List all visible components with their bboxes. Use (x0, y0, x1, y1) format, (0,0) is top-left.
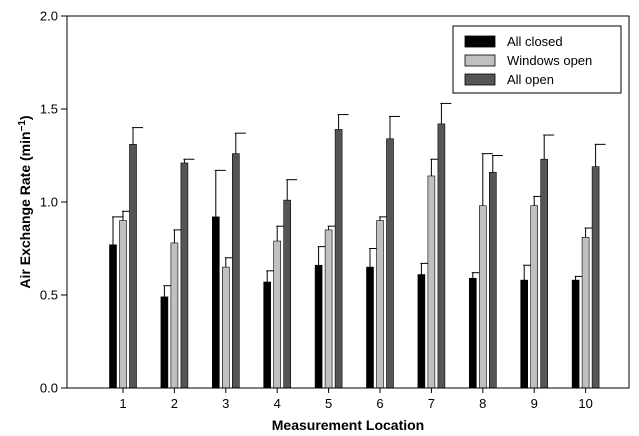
y-axis: 0.0 0.5 1.0 1.5 2.0 (40, 9, 67, 396)
x-tick-label: 10 (578, 396, 592, 411)
bars-layer (109, 102, 606, 389)
x-tick-label: 4 (274, 396, 281, 411)
bar-all-open (283, 199, 292, 389)
bar-all-open (591, 166, 600, 389)
legend-label-windows-open: Windows open (507, 53, 592, 68)
bar-windows-open (324, 229, 333, 389)
legend: All closed Windows open All open (452, 25, 622, 94)
y-tick-label: 0.0 (40, 381, 58, 396)
bar-all-closed (314, 264, 323, 389)
y-axis-title-close: ) (17, 115, 33, 120)
bar-windows-open (427, 175, 436, 389)
x-tick-label: 1 (119, 396, 126, 411)
bar-all-closed (160, 296, 169, 389)
y-tick-label: 1.5 (40, 102, 58, 117)
bar-windows-open (273, 240, 282, 389)
y-axis-title-text: Air Exchange Rate (min (17, 131, 33, 288)
bar-windows-open (119, 220, 127, 389)
bar-all-open (437, 123, 446, 389)
bar-all-open (180, 162, 189, 389)
bar-windows-open (222, 266, 230, 389)
bar-all-open (129, 144, 137, 389)
y-tick-label: 0.5 (40, 288, 58, 303)
bar-all-closed (212, 216, 220, 389)
bar-windows-open (478, 205, 487, 389)
y-axis-title-superscript: −1 (17, 120, 28, 132)
x-tick-label: 5 (325, 396, 332, 411)
bar-all-closed (468, 277, 477, 389)
x-tick-label: 9 (531, 396, 538, 411)
bar-windows-open (581, 237, 590, 389)
bar-all-closed (417, 274, 426, 389)
bar-all-closed (263, 281, 272, 389)
x-tick-label: 3 (222, 396, 229, 411)
x-tick-label: 6 (376, 396, 383, 411)
x-tick-label: 7 (428, 396, 435, 411)
bar-windows-open (376, 220, 384, 389)
bar-all-open (334, 129, 343, 389)
bar-all-open (232, 153, 240, 389)
legend-swatch-windows-open (464, 54, 496, 67)
x-tick-label: 8 (479, 396, 486, 411)
legend-label-all-closed: All closed (507, 34, 563, 49)
y-tick-label: 1.0 (40, 195, 58, 210)
bar-all-closed (520, 279, 529, 389)
bar-all-open (540, 158, 549, 389)
legend-swatch-all-closed (464, 35, 496, 48)
bar-windows-open (170, 242, 179, 389)
y-axis-title: Air Exchange Rate (min−1) (17, 115, 33, 288)
y-tick-label: 2.0 (40, 9, 58, 24)
bar-all-closed (366, 266, 374, 389)
bar-all-closed (109, 244, 117, 389)
bar-windows-open (530, 205, 539, 389)
plot-frame (66, 15, 630, 389)
bar-all-closed (571, 279, 580, 389)
x-axis-title: Measurement Location (272, 417, 424, 433)
legend-label-all-open: All open (507, 72, 554, 87)
x-axis: 1 2 3 4 5 6 7 8 9 10 (119, 388, 593, 411)
bar-all-open (488, 171, 497, 389)
bar-all-open (386, 138, 394, 389)
x-tick-label: 2 (171, 396, 178, 411)
legend-swatch-all-open (464, 73, 496, 86)
